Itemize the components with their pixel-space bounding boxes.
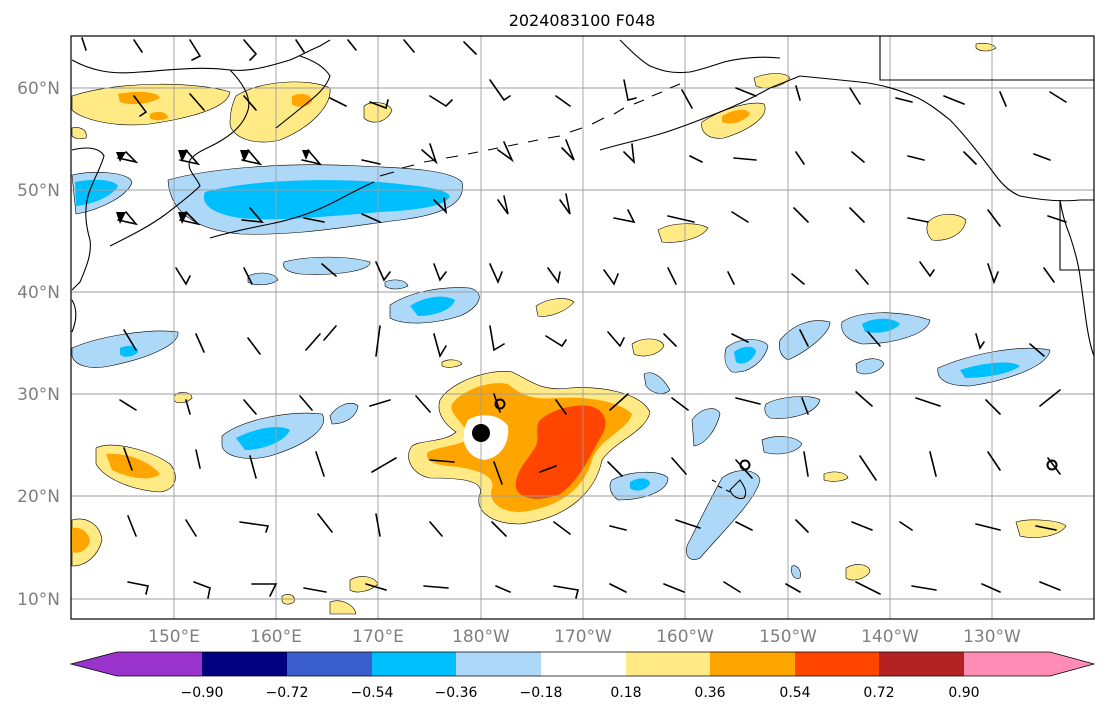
colorbar-swatch: [879, 652, 965, 676]
lon-label: 170°W: [554, 627, 612, 647]
colorbar-swatch: [372, 652, 457, 676]
lat-label: 30°N: [17, 385, 60, 405]
colorbar-swatch: [710, 652, 796, 676]
colorbar: −0.90 −0.72 −0.54 −0.36 −0.18 0.18 0.36 …: [69, 651, 1096, 701]
lon-label: 150°E: [148, 627, 200, 647]
anomaly-fill: [71, 42, 1067, 615]
colorbar-swatch: [117, 652, 203, 676]
colorbar-swatch: [456, 652, 542, 676]
figure-title: 2024083100 F048: [509, 11, 656, 30]
colorbar-swatches: [71, 652, 1094, 676]
colorbar-label: 0.54: [779, 685, 810, 701]
neg-region-north-pacific: [283, 256, 371, 275]
lon-label: 180°W: [452, 627, 510, 647]
colorbar-label: 0.18: [610, 685, 641, 701]
lat-label: 60°N: [17, 79, 60, 99]
colorbar-label: −0.36: [435, 685, 478, 701]
colorbar-swatch: [795, 652, 880, 676]
colorbar-label: 0.90: [948, 685, 979, 701]
colorbar-swatch: [626, 652, 711, 676]
gridlines: [71, 36, 1094, 619]
lon-label: 160°E: [250, 627, 302, 647]
map-panel: [70, 35, 1095, 620]
colorbar-extend-low: [71, 652, 117, 676]
colorbar-swatch: [541, 652, 627, 676]
colorbar-label: −0.18: [520, 685, 563, 701]
colorbar-swatch: [964, 652, 1051, 676]
colorbar-label: −0.54: [351, 685, 394, 701]
colorbar-swatch: [287, 652, 373, 676]
lat-label: 50°N: [17, 181, 60, 201]
lon-label: 130°W: [963, 627, 1021, 647]
colorbar-outline: [69, 651, 1096, 677]
lon-label: 170°E: [352, 627, 404, 647]
lat-label: 20°N: [17, 487, 60, 507]
lon-axis: 150°E 160°E 170°E 180°W 170°W 160°W 150°…: [148, 627, 1021, 647]
colorbar-label: −0.72: [266, 685, 309, 701]
colorbar-label: 0.72: [863, 685, 894, 701]
lat-label: 10°N: [17, 590, 60, 610]
colorbar-swatch: [202, 652, 288, 676]
colorbar-label: −0.90: [181, 685, 224, 701]
lon-label: 160°W: [656, 627, 714, 647]
lat-label: 40°N: [17, 283, 60, 303]
colorbar-extend-high: [1050, 652, 1094, 676]
barb-flags: [116, 150, 310, 224]
coastlines: [71, 36, 1094, 500]
colorbar-label: 0.36: [694, 685, 725, 701]
typhoon-center-marker: [472, 424, 490, 442]
storm-markers: [472, 398, 1058, 471]
neg-region-hawaii-tail: [686, 470, 761, 560]
map-frame: [70, 35, 1095, 620]
lat-axis: 60°N 50°N 40°N 30°N 20°N 10°N: [17, 79, 60, 610]
lon-label: 150°W: [759, 627, 817, 647]
wind-barbs: [81, 37, 1067, 599]
lon-label: 140°W: [861, 627, 919, 647]
